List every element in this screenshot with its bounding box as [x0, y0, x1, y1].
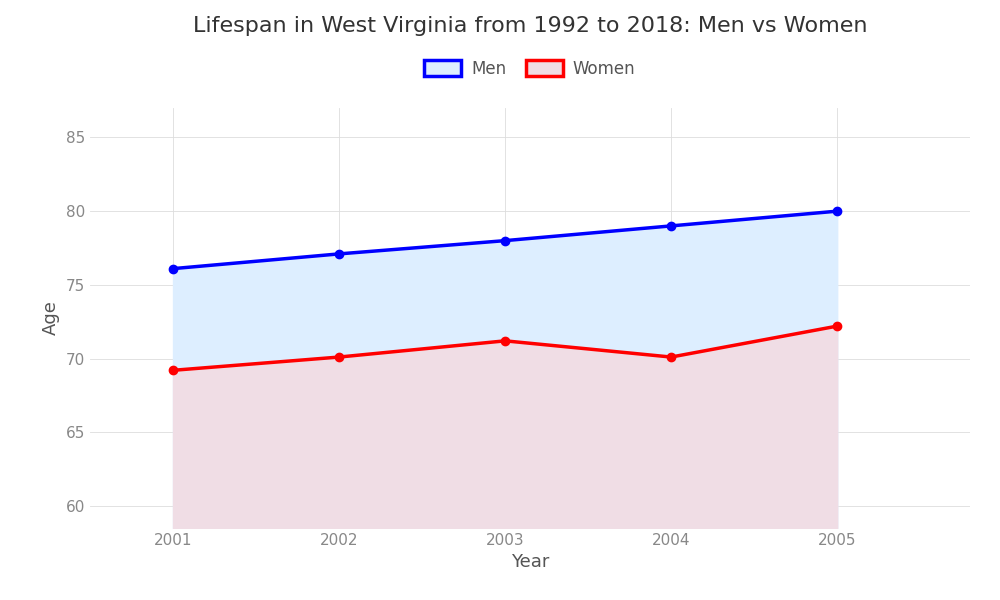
- Legend: Men, Women: Men, Women: [418, 53, 642, 85]
- X-axis label: Year: Year: [511, 553, 549, 571]
- Title: Lifespan in West Virginia from 1992 to 2018: Men vs Women: Lifespan in West Virginia from 1992 to 2…: [193, 16, 867, 35]
- Y-axis label: Age: Age: [42, 301, 60, 335]
